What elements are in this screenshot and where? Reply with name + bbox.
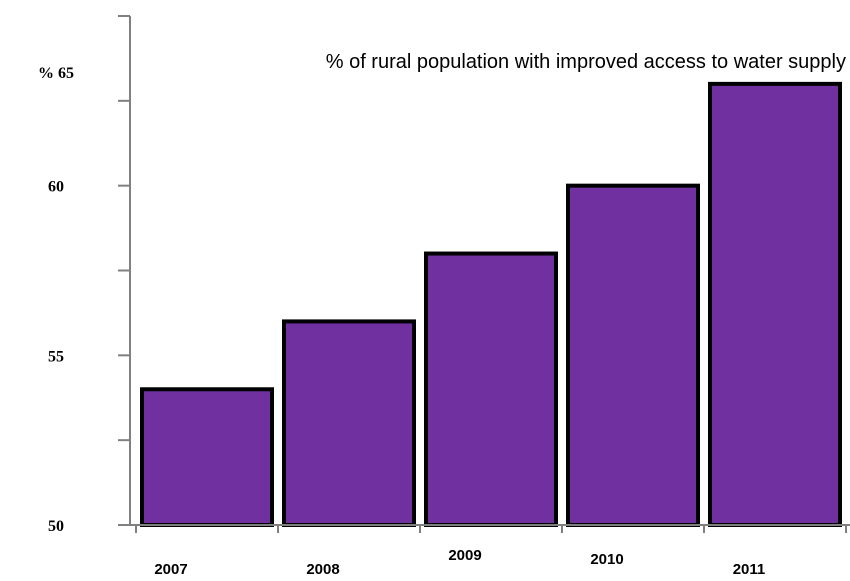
bar-2011 <box>708 81 842 527</box>
x-tick-label: 2007 <box>154 561 187 578</box>
y-tick-labels: 50 55 60 % 65 <box>38 65 74 535</box>
x-tick-label: 2011 <box>733 561 766 578</box>
x-tick-label: 2008 <box>306 561 339 578</box>
bar-2009 <box>424 251 558 528</box>
x-tick-labels: 2007 2008 2009 2010 2011 <box>154 547 765 578</box>
y-tick-label: % 65 <box>38 65 74 82</box>
bar-2007 <box>140 387 274 527</box>
y-tick-label: 50 <box>48 518 64 535</box>
x-tick-label: 2010 <box>590 551 623 568</box>
bars-group <box>140 81 842 528</box>
x-tick-label: 2009 <box>448 547 481 564</box>
bar-2008 <box>282 319 416 527</box>
axes-group <box>118 15 850 533</box>
chart-title: % of rural population with improved acce… <box>326 51 846 73</box>
bar-2010 <box>566 183 700 528</box>
y-tick-label: 55 <box>48 348 64 365</box>
y-tick-label: 60 <box>48 179 64 196</box>
